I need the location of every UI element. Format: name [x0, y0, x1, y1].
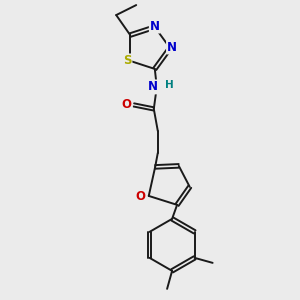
Text: N: N [167, 40, 177, 53]
Text: O: O [136, 190, 146, 203]
Text: N: N [150, 20, 160, 33]
Text: N: N [148, 80, 158, 93]
Text: O: O [122, 98, 132, 111]
Text: H: H [165, 80, 174, 90]
Text: S: S [123, 54, 131, 68]
